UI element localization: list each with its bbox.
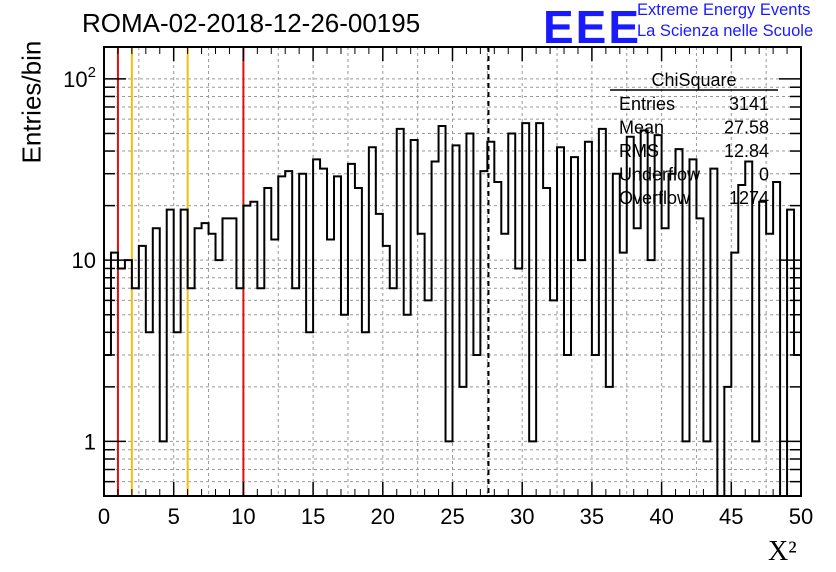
- y-tick-label: 1: [84, 429, 96, 454]
- stats-value: 0: [759, 165, 769, 185]
- x-tick-label: 5: [168, 504, 180, 529]
- x-tick-label: 45: [719, 504, 743, 529]
- x-tick-label: 30: [510, 504, 534, 529]
- stats-box: ChiSquare Entries 3141 Mean 27.58 RMS 12.84 Und…: [610, 70, 778, 208]
- eee-logo: EEE: [543, 1, 642, 53]
- x-tick-label: 15: [301, 504, 325, 529]
- chart-title: ROMA-02-2018-12-26-00195: [82, 8, 421, 38]
- x-tick-label: 25: [440, 504, 464, 529]
- y-tick-label: 102: [63, 64, 96, 92]
- stats-label: RMS: [619, 141, 659, 161]
- x-tick-label: 35: [580, 504, 604, 529]
- x-tick-label: 40: [649, 504, 673, 529]
- x-tick-label: 10: [231, 504, 255, 529]
- stats-label: Overflow: [619, 188, 691, 208]
- x-axis-label: X²: [768, 536, 797, 567]
- logo-line-1: Extreme Energy Events: [637, 1, 811, 19]
- stats-title: ChiSquare: [651, 70, 736, 90]
- stats-value: 12.84: [724, 141, 769, 161]
- x-tick-label: 50: [789, 504, 813, 529]
- stats-value: 1274: [729, 188, 769, 208]
- y-axis-label: Entries/bin: [16, 40, 47, 164]
- stats-label: Mean: [619, 118, 664, 138]
- y-tick-label: 10: [72, 248, 96, 273]
- histogram-series: [104, 122, 801, 496]
- x-tick-label: 20: [371, 504, 395, 529]
- logo-line-2: La Scienza nelle Scuole: [637, 22, 814, 40]
- stats-label: Entries: [619, 94, 675, 114]
- y-tick-exponent: 2: [88, 64, 96, 81]
- x-tick-label: 0: [98, 504, 110, 529]
- stats-value: 27.58: [724, 118, 769, 138]
- stats-label: Underflow: [619, 165, 701, 185]
- stats-value: 3141: [729, 94, 769, 114]
